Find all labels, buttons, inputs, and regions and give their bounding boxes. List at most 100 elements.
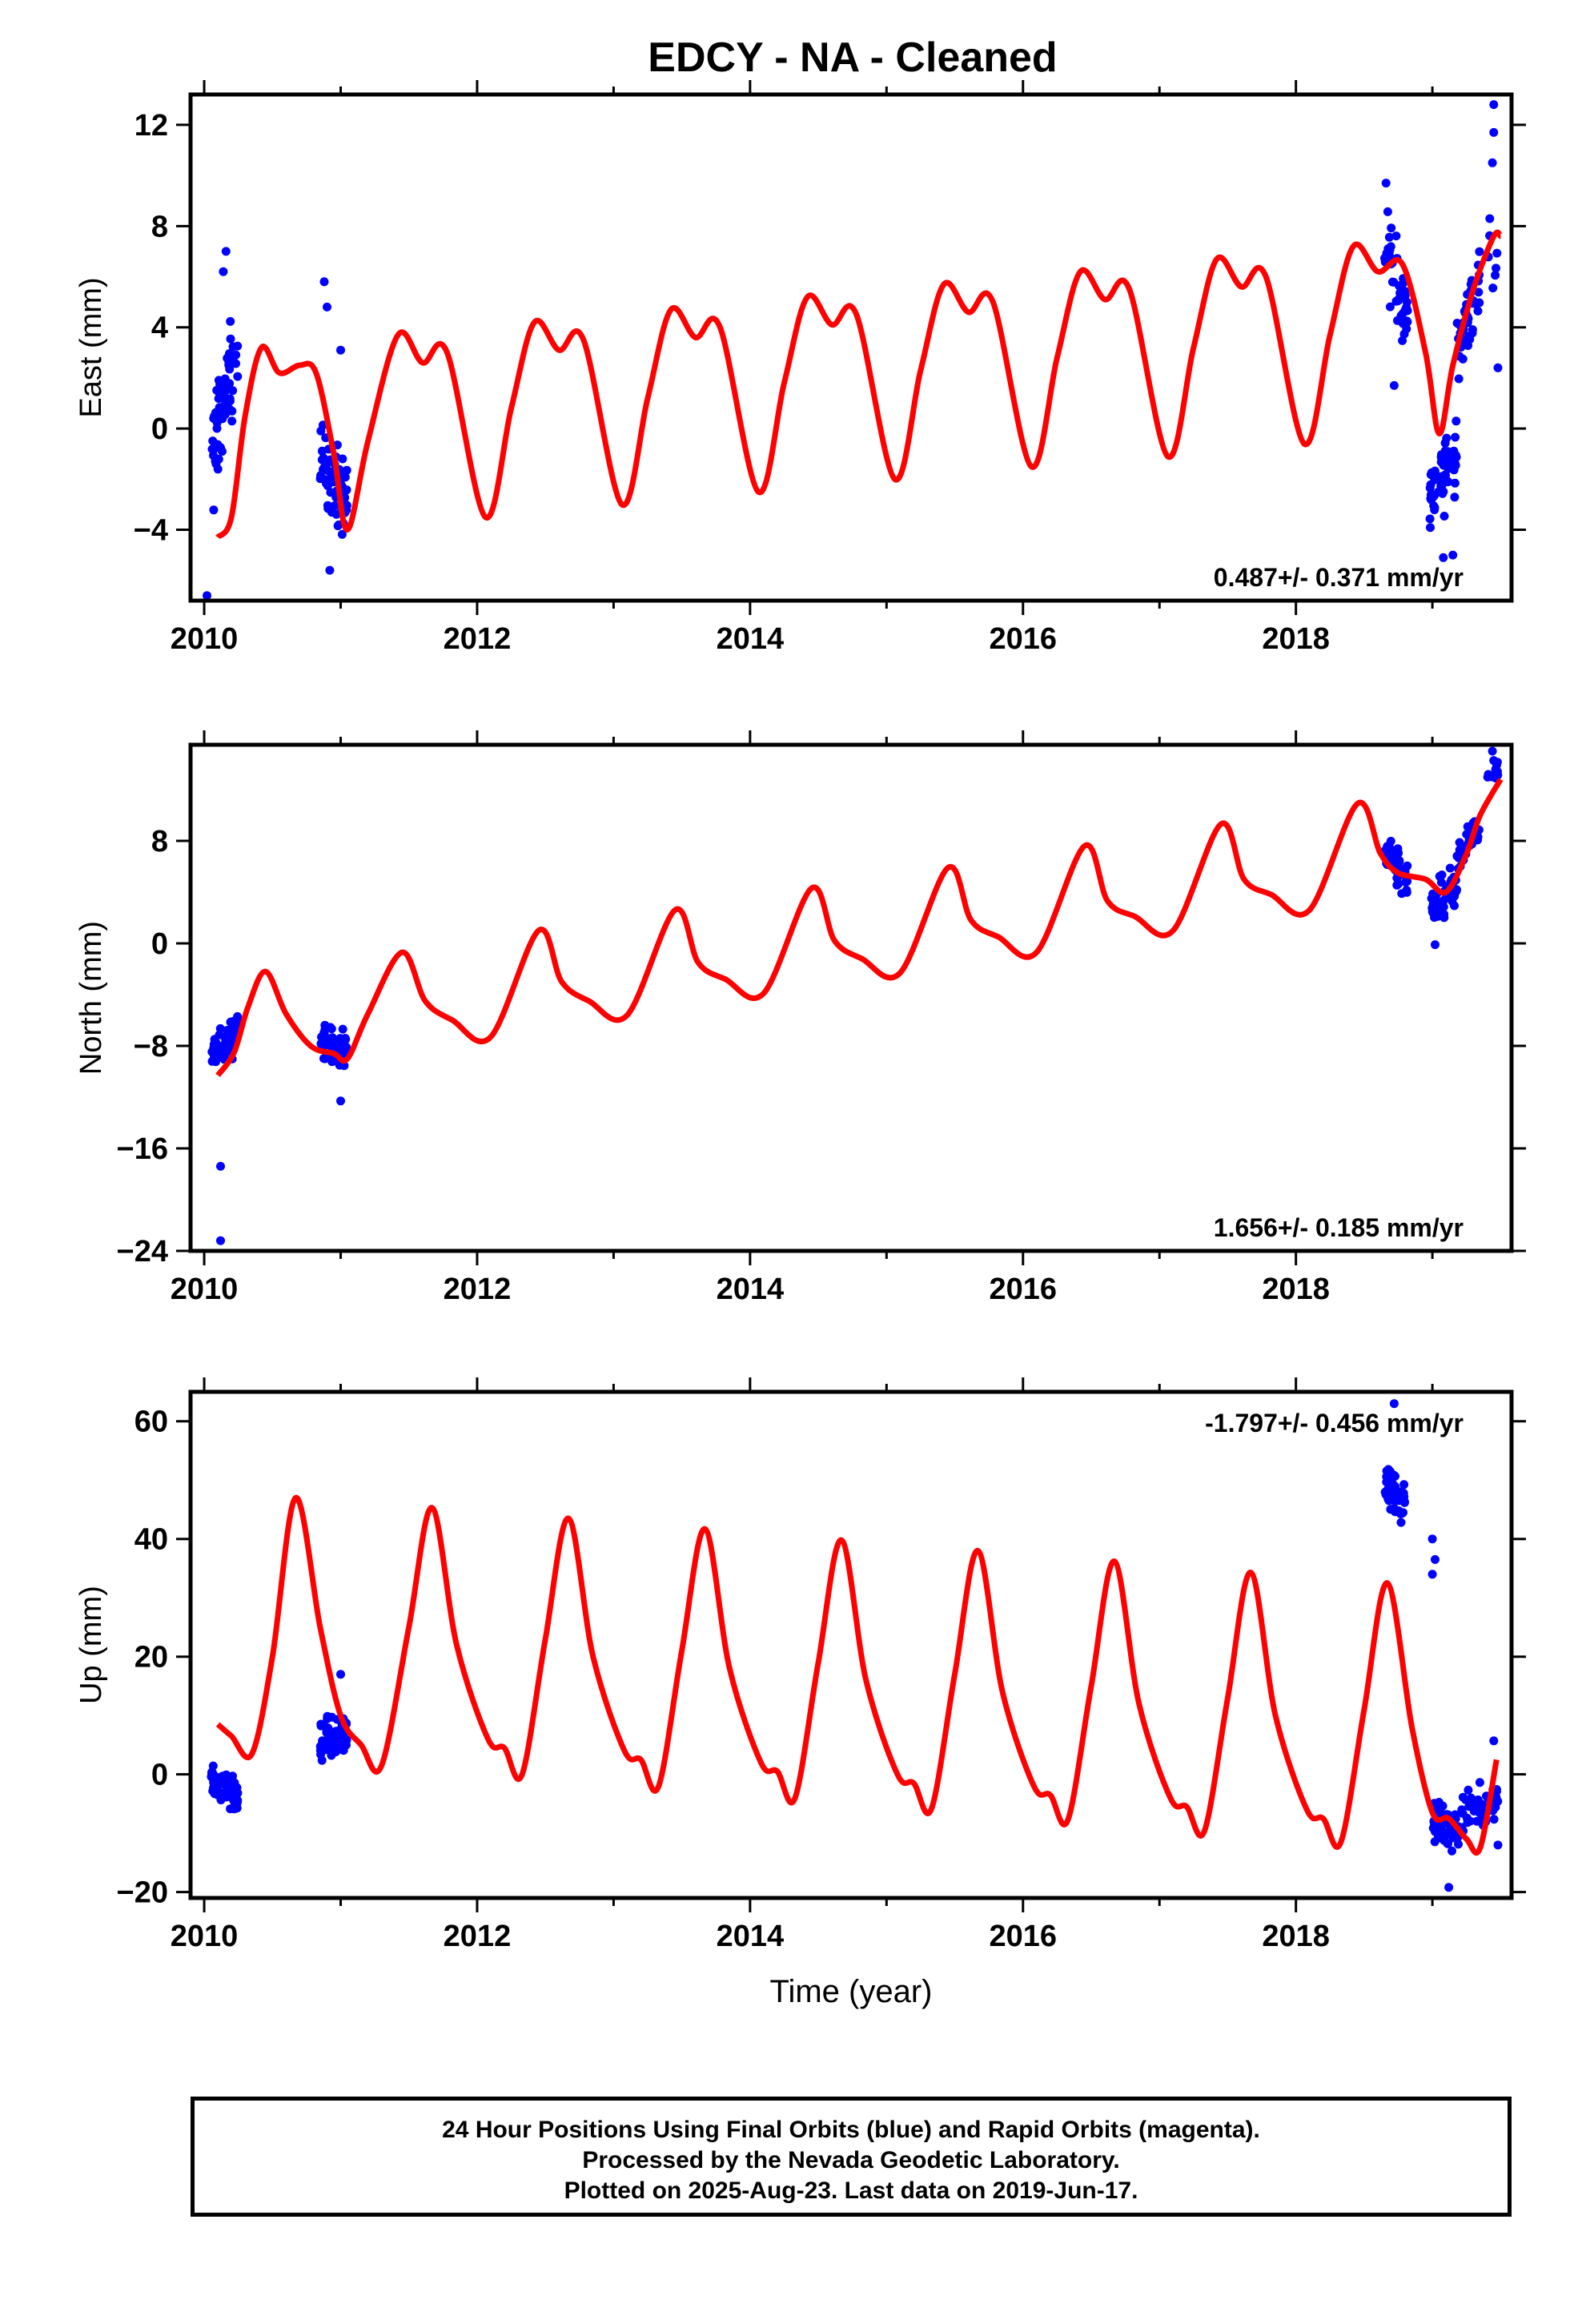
data-point [341,1035,351,1044]
model-curve [215,229,1504,540]
data-point [222,1770,231,1779]
data-point [223,397,232,407]
rate-annotation: 1.656+/- 0.185 mm/yr [1214,1213,1464,1242]
data-point [203,591,211,601]
y-axis-label: Up (mm) [74,1586,108,1704]
x-tick-label: 2012 [444,622,512,656]
data-point [219,267,228,276]
data-point [1492,761,1501,770]
x-tick-label: 2010 [171,1273,239,1306]
rate-annotation: 0.487+/- 0.371 mm/yr [1214,563,1464,592]
data-point [319,1029,329,1039]
caption-line-3: Plotted on 2025-Aug-23. Last data on 201… [564,2177,1138,2204]
x-tick-label: 2012 [444,1920,512,1953]
data-point [216,1236,225,1245]
plot-area [203,100,1504,601]
data-point [1492,248,1502,258]
data-point [1439,512,1449,521]
data-point [322,479,331,489]
y-tick-label: 0 [151,412,168,446]
data-point [233,372,243,381]
data-point [232,1797,242,1807]
data-point [1383,207,1392,216]
data-point [327,1751,336,1760]
x-tick-label: 2018 [1262,622,1330,656]
data-point [208,1761,218,1771]
data-point [208,436,218,446]
data-point [212,410,222,419]
data-point [221,247,231,256]
data-point [1491,271,1500,280]
panel-2: 2010 2012 2014 2016 2018 −24 −16 −8 0 8 North (mm)… [74,730,1526,1306]
x-tick-label: 2010 [171,1920,239,1953]
data-point [226,1017,235,1027]
data-point [1392,296,1402,306]
plot-area [207,746,1504,1245]
data-point [1427,1570,1437,1579]
y-tick-label: 40 [135,1523,168,1557]
data-point [1396,1518,1406,1527]
data-point [1488,283,1498,293]
data-point [1431,1554,1439,1564]
data-point [1464,1785,1473,1795]
data-point [223,1026,232,1035]
data-point [1492,263,1500,273]
data-point [1447,1846,1456,1856]
data-point [1475,298,1484,308]
data-point [340,1046,350,1055]
data-point [1397,889,1407,899]
y-tick-label: 0 [151,1759,168,1792]
data-point [223,381,232,391]
data-point [1452,416,1461,426]
y-tick-label: −8 [134,1030,168,1063]
data-point [214,388,223,396]
data-point [323,501,332,510]
data-point [1488,746,1497,756]
data-point [215,380,225,389]
data-point [1444,1883,1454,1892]
data-point [1428,493,1437,502]
y-tick-label: 4 [151,312,168,345]
data-point [216,1161,225,1171]
data-point [341,1735,351,1745]
data-point [1385,246,1395,255]
x-tick-label: 2018 [1262,1920,1330,1953]
data-point [1425,483,1435,493]
data-point [1430,468,1439,478]
data-point [1382,1466,1391,1476]
data-point [216,1789,226,1799]
data-point [1489,1736,1499,1746]
data-point [1450,478,1460,488]
plot-frame [188,92,1514,603]
data-point [227,416,237,426]
data-point [211,459,221,468]
data-point [1436,481,1446,491]
data-point [1394,1490,1403,1500]
data-point [320,1020,330,1030]
data-point [325,565,335,575]
plot-frame [188,1389,1514,1900]
data-point [320,1743,329,1752]
data-point [1464,1802,1474,1811]
data-point [1391,231,1401,241]
data-point [330,501,339,510]
panel-3: 2010 2012 2014 2016 2018 −20 0 20 40 60 Up (mm) Tim… [74,1377,1526,2009]
data-point [327,1024,336,1034]
data-point [319,277,329,287]
y-tick-label: 12 [135,109,168,143]
data-point [1488,158,1497,167]
y-tick-label: 8 [151,825,168,858]
data-point [209,1787,219,1796]
y-tick-label: −16 [117,1132,168,1166]
data-point [1457,1805,1467,1815]
x-tick-label: 2010 [171,622,239,656]
data-point [1393,844,1403,854]
data-point [316,1039,326,1048]
data-point [1399,317,1409,327]
data-point [1489,127,1499,137]
data-point [1475,1778,1484,1787]
data-point [1463,1818,1472,1827]
y-tick-label: −20 [117,1876,168,1910]
data-point [1451,451,1460,460]
data-point [215,1023,225,1033]
